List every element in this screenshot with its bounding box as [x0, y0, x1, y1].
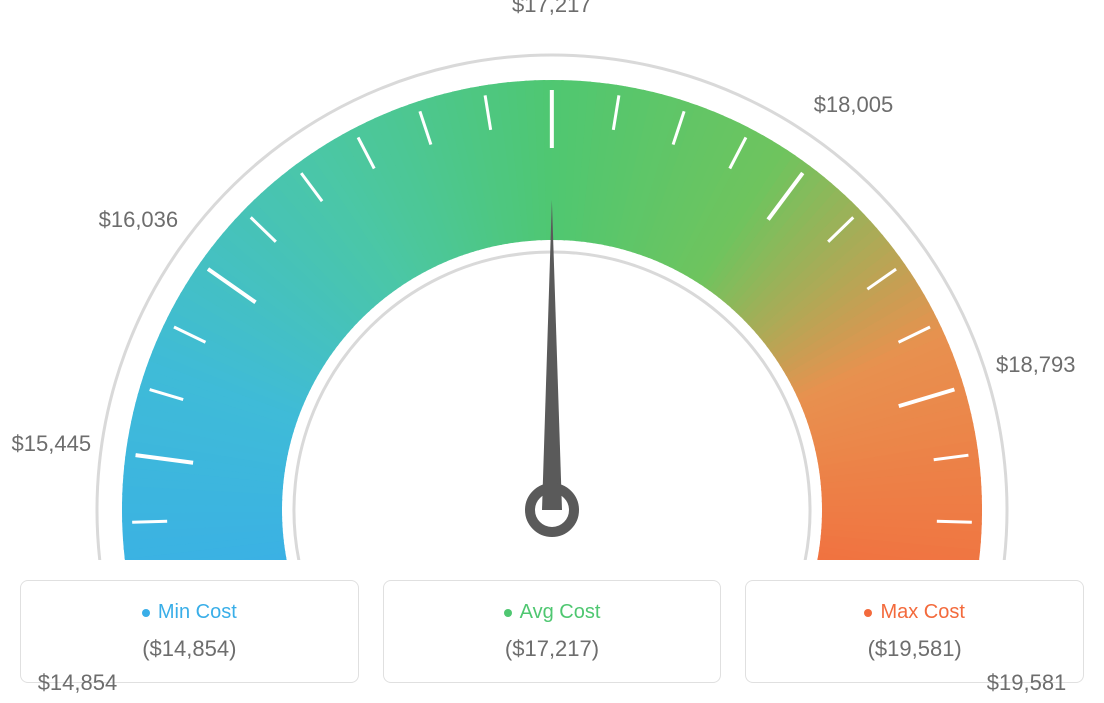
- gauge-minor-tick: [937, 521, 972, 522]
- gauge-tick-label: $18,793: [996, 352, 1076, 378]
- legend-card-min: Min Cost ($14,854): [20, 580, 359, 683]
- legend-title-min: Min Cost: [142, 601, 237, 624]
- legend-title-max: Max Cost: [864, 601, 964, 624]
- gauge-tick-label: $14,854: [38, 670, 118, 696]
- legend-value-min: ($14,854): [31, 636, 348, 662]
- legend-row: Min Cost ($14,854) Avg Cost ($17,217) Max Co…: [20, 580, 1084, 683]
- gauge-tick-label: $18,005: [814, 92, 894, 118]
- gauge-minor-tick: [132, 521, 167, 522]
- gauge-svg: [20, 20, 1084, 560]
- cost-gauge: $14,854$15,445$16,036$17,217$18,005$18,7…: [20, 20, 1084, 560]
- gauge-needle: [542, 200, 562, 510]
- legend-card-max: Max Cost ($19,581): [745, 580, 1084, 683]
- gauge-tick-label: $17,217: [512, 0, 592, 18]
- legend-card-avg: Avg Cost ($17,217): [383, 580, 722, 683]
- gauge-tick-label: $15,445: [12, 431, 92, 457]
- legend-title-avg: Avg Cost: [504, 601, 601, 624]
- gauge-tick-label: $19,581: [987, 670, 1067, 696]
- legend-value-max: ($19,581): [756, 636, 1073, 662]
- legend-value-avg: ($17,217): [394, 636, 711, 662]
- gauge-tick-label: $16,036: [99, 207, 179, 233]
